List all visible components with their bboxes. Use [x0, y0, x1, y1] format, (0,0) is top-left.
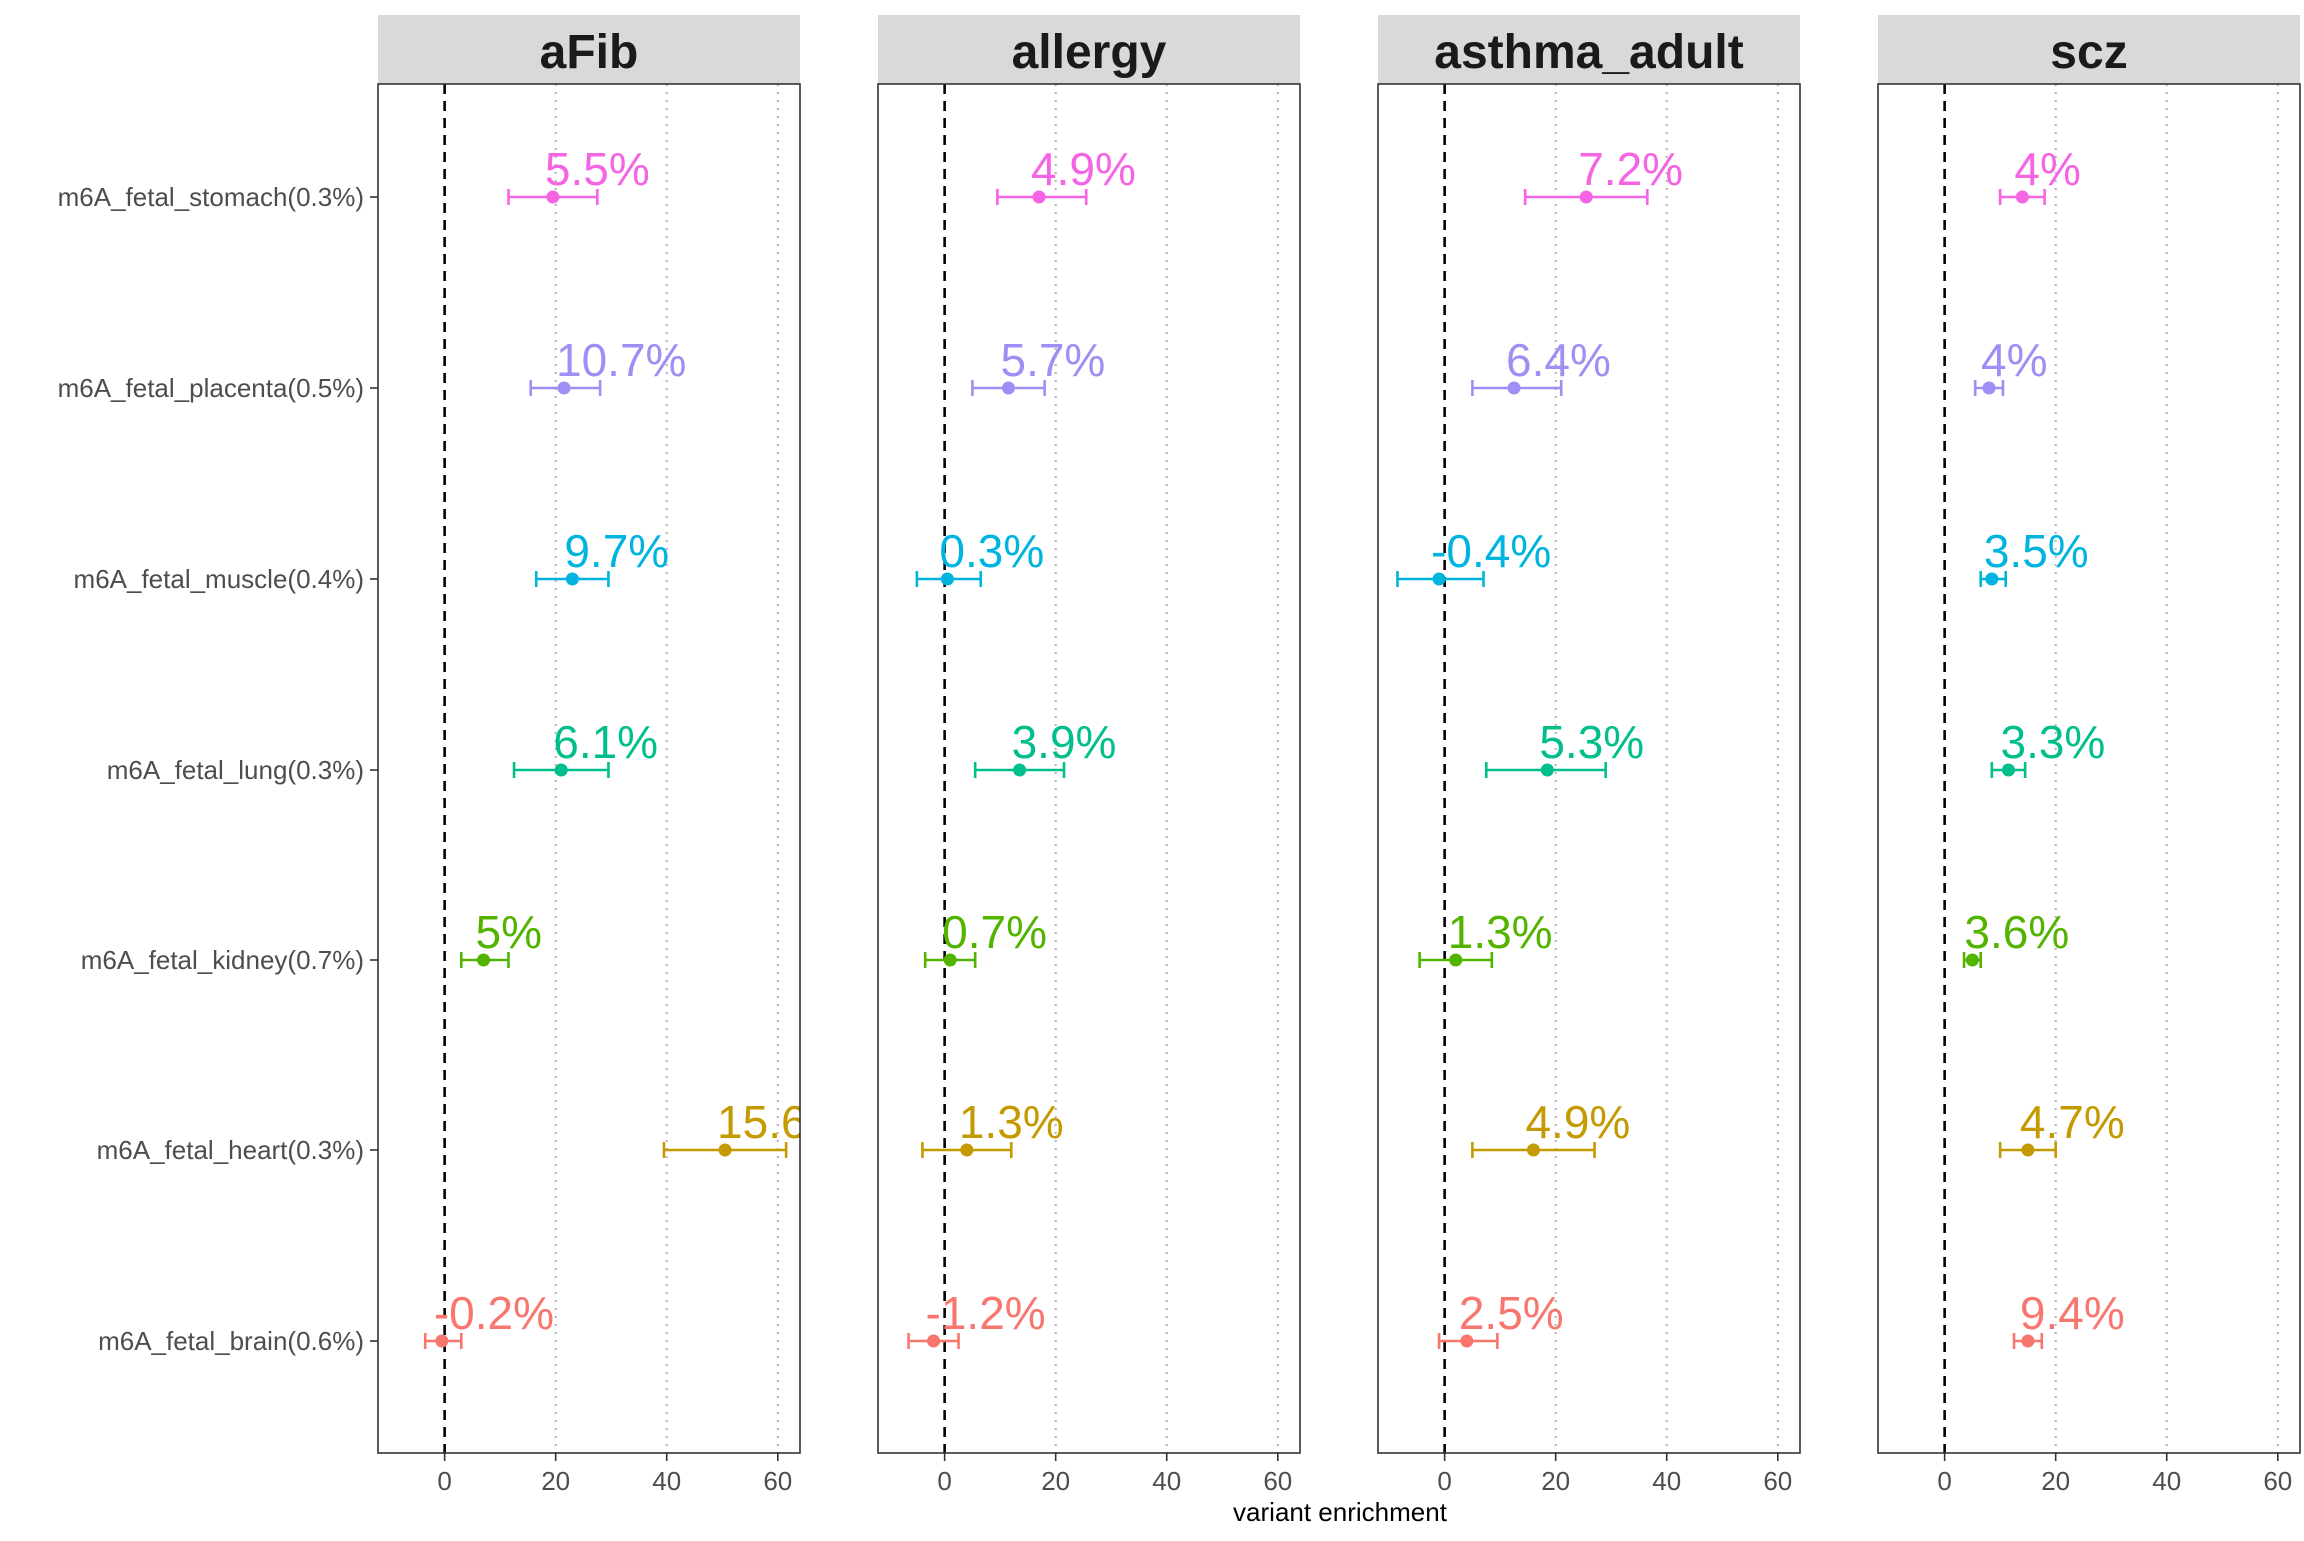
estimate-point	[554, 763, 568, 777]
x-tick-label: 20	[2041, 1466, 2070, 1496]
estimate-point	[943, 953, 957, 967]
x-tick-label: 60	[2263, 1466, 2292, 1496]
x-tick-label: 40	[1152, 1466, 1181, 1496]
estimate-point	[960, 1143, 974, 1157]
estimate-point	[718, 1143, 732, 1157]
estimate-point	[1965, 953, 1979, 967]
data-label: 4%	[1981, 334, 2047, 386]
data-label: 5.3%	[1539, 716, 1644, 768]
data-label: 5%	[476, 906, 542, 958]
facet-strip	[1878, 15, 2300, 84]
estimate-point	[1013, 763, 1027, 777]
x-tick-label: 60	[1263, 1466, 1292, 1496]
estimate-point	[2001, 763, 2015, 777]
x-tick-label: 0	[937, 1466, 951, 1496]
facet-title: allergy	[1012, 26, 1167, 79]
data-label: 5.5%	[545, 143, 650, 195]
data-label: 7.2%	[1578, 143, 1683, 195]
x-tick-label: 20	[541, 1466, 570, 1496]
estimate-point	[1449, 953, 1463, 967]
x-tick-label: 60	[763, 1466, 792, 1496]
data-label: 3.5%	[1984, 525, 2089, 577]
estimate-point	[477, 953, 490, 967]
panel-border	[377, 83, 801, 1454]
data-label: 0.3%	[939, 525, 1044, 577]
data-label: -1.2%	[926, 1287, 1046, 1339]
estimate-point	[1526, 1143, 1540, 1157]
estimate-point	[940, 572, 954, 586]
estimate-point	[435, 1334, 449, 1348]
y-tick-label: m6A_fetal_muscle(0.4%)	[74, 564, 364, 594]
data-label: 1.3%	[1448, 906, 1553, 958]
facet-title: aFib	[540, 26, 639, 79]
x-tick-label: 60	[1763, 1466, 1792, 1496]
estimate-point	[2015, 190, 2029, 204]
x-tick-label: 40	[2152, 1466, 2181, 1496]
x-tick-label: 0	[437, 1466, 451, 1496]
data-label: 9.4%	[2020, 1287, 2125, 1339]
estimate-point	[1001, 381, 1015, 395]
estimate-point	[1032, 190, 1046, 204]
data-label: 4.9%	[1525, 1096, 1630, 1148]
panel-border	[1377, 83, 1801, 1454]
x-tick-label: 20	[1041, 1466, 1070, 1496]
data-label: 9.7%	[564, 525, 669, 577]
data-label: 0.7%	[942, 906, 1047, 958]
y-tick-label: m6A_fetal_kidney(0.7%)	[81, 945, 364, 975]
y-tick-label: m6A_fetal_placenta(0.5%)	[58, 373, 364, 403]
x-tick-label: 20	[1541, 1466, 1570, 1496]
estimate-point	[1540, 763, 1554, 777]
data-label: 6.1%	[553, 716, 658, 768]
data-label: 5.7%	[1000, 334, 1105, 386]
data-label: 6.4%	[1506, 334, 1611, 386]
data-label: 15.6	[717, 1096, 807, 1148]
data-label: -0.4%	[1431, 525, 1551, 577]
estimate-point	[1507, 381, 1521, 395]
estimate-point	[1432, 572, 1446, 586]
facet-title: scz	[2050, 26, 2127, 79]
data-label: 2.5%	[1459, 1287, 1564, 1339]
x-axis-title: variant enrichment	[1233, 1497, 1448, 1527]
estimate-point	[565, 572, 579, 586]
estimate-point	[546, 190, 560, 204]
estimate-point	[1982, 381, 1996, 395]
estimate-point	[2021, 1334, 2035, 1348]
x-tick-label: 40	[652, 1466, 681, 1496]
facet-strip	[1378, 15, 1800, 84]
x-tick-label: 0	[1437, 1466, 1451, 1496]
estimate-point	[1460, 1334, 1474, 1348]
estimate-point	[557, 381, 571, 395]
data-label: 10.7%	[556, 334, 686, 386]
data-label: 4.9%	[1031, 143, 1136, 195]
x-tick-label: 0	[1937, 1466, 1951, 1496]
estimate-point	[2021, 1143, 2035, 1157]
facet-strip	[378, 15, 800, 84]
data-label: 3.3%	[2000, 716, 2105, 768]
y-tick-label: m6A_fetal_stomach(0.3%)	[58, 182, 364, 212]
data-label: 4.7%	[2020, 1096, 2125, 1148]
data-label: 3.6%	[1964, 906, 2069, 958]
estimate-point	[1985, 572, 1999, 586]
y-tick-label: m6A_fetal_lung(0.3%)	[107, 755, 364, 785]
estimate-point	[927, 1334, 941, 1348]
panel-border	[877, 83, 1301, 1454]
panel-border	[1877, 83, 2301, 1454]
data-label: -0.2%	[434, 1287, 554, 1339]
x-tick-label: 40	[1652, 1466, 1681, 1496]
facet-strip	[878, 15, 1300, 84]
y-tick-label: m6A_fetal_brain(0.6%)	[98, 1326, 364, 1356]
estimate-point	[1579, 190, 1593, 204]
y-tick-label: m6A_fetal_heart(0.3%)	[97, 1135, 364, 1165]
data-label: 4%	[2014, 143, 2080, 195]
data-label: 3.9%	[1012, 716, 1117, 768]
data-label: 1.3%	[959, 1096, 1064, 1148]
facet-title: asthma_adult	[1434, 26, 1743, 79]
